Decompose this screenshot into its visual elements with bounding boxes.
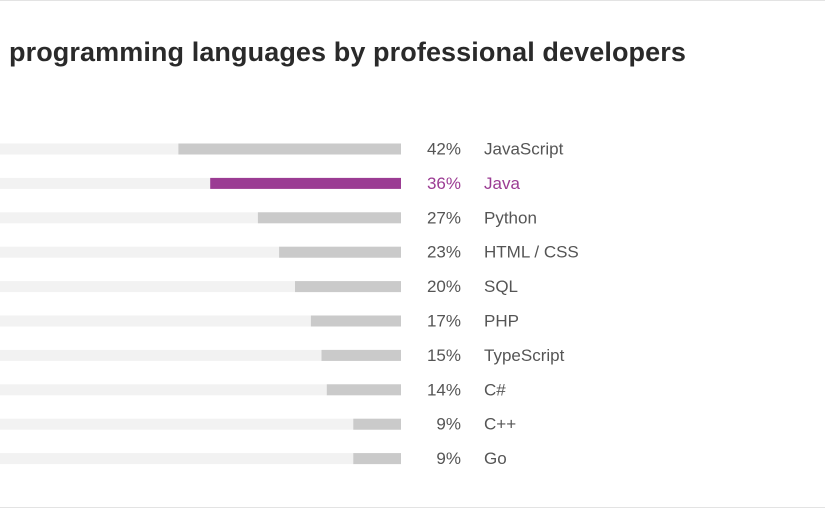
- value-label-php: 17%: [427, 312, 461, 331]
- bar-html-css: [279, 246, 401, 258]
- bar-java: [210, 177, 401, 189]
- chart-title: programming languages by professional de…: [9, 37, 686, 67]
- bar-python: [257, 212, 401, 224]
- bar-track-typescript: [0, 349, 401, 361]
- bar-javascript: [178, 143, 401, 155]
- category-label-javascript: JavaScript: [484, 140, 564, 159]
- bar-php: [310, 315, 401, 327]
- bar-track-html-css: [0, 246, 401, 258]
- value-label-c: 14%: [427, 380, 461, 399]
- bar-track-c: [0, 418, 401, 430]
- value-label-c: 9%: [436, 415, 461, 434]
- category-label-c: C++: [484, 415, 516, 434]
- category-label-c: C#: [484, 380, 506, 399]
- value-label-html-css: 23%: [427, 243, 461, 262]
- bar-track-go: [0, 453, 401, 465]
- value-label-go: 9%: [436, 449, 461, 468]
- bar-sql: [295, 281, 401, 293]
- category-label-python: Python: [484, 208, 537, 227]
- value-label-javascript: 42%: [427, 140, 461, 159]
- top-divider: [0, 0, 825, 1]
- bar-track-python: [0, 212, 401, 224]
- bar-c: [353, 418, 401, 430]
- bar-go: [353, 453, 401, 465]
- category-label-sql: SQL: [484, 277, 518, 296]
- value-label-python: 27%: [427, 208, 461, 227]
- bar-typescript: [321, 349, 401, 361]
- category-label-go: Go: [484, 449, 507, 468]
- value-label-typescript: 15%: [427, 346, 461, 365]
- bar-track-c: [0, 384, 401, 396]
- bar-track-java: [0, 177, 401, 189]
- category-label-html-css: HTML / CSS: [484, 243, 579, 262]
- category-label-typescript: TypeScript: [484, 346, 565, 365]
- bottom-divider: [0, 507, 825, 508]
- value-label-sql: 20%: [427, 277, 461, 296]
- category-label-php: PHP: [484, 312, 519, 331]
- value-label-java: 36%: [427, 174, 461, 193]
- bar-track-php: [0, 315, 401, 327]
- category-label-java: Java: [484, 174, 520, 193]
- bar-track-sql: [0, 281, 401, 293]
- bar-c: [326, 384, 401, 396]
